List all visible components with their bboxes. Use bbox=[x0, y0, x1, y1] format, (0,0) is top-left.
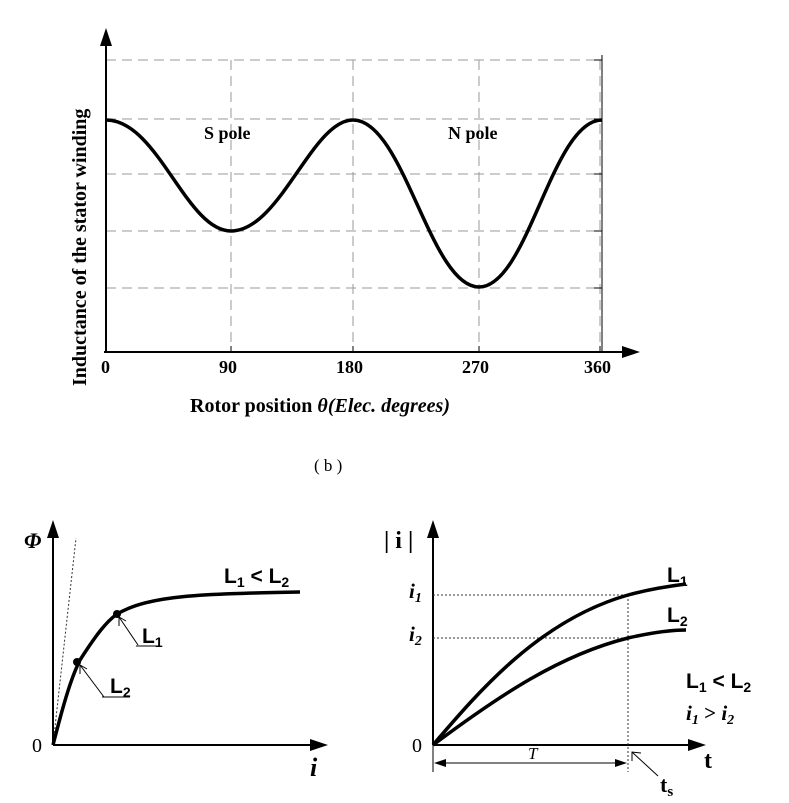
point-L1 bbox=[113, 610, 121, 618]
ri-b: i bbox=[721, 701, 727, 725]
leader-L1-arrowhead bbox=[118, 616, 127, 626]
curve-label-L2: L2 bbox=[667, 604, 688, 629]
rr-b: L bbox=[731, 670, 744, 693]
i2-main: i bbox=[409, 622, 415, 646]
inductance-diagram: S pole N pole 0 90 180 270 360 Rotor pos… bbox=[69, 28, 640, 475]
abs-i-label: | i | bbox=[384, 528, 413, 554]
i1-sub: 1 bbox=[415, 591, 422, 606]
origin-right: 0 bbox=[412, 735, 422, 757]
cl2: L bbox=[667, 604, 680, 627]
n-pole-label: N pole bbox=[448, 123, 498, 143]
rr-op: < bbox=[707, 670, 731, 693]
flux-current-diagram: Φ i 0 L1 < L2 L1 L2 bbox=[24, 520, 328, 782]
i-axis-arrow bbox=[310, 739, 328, 751]
point-label-L1: L1 bbox=[142, 625, 163, 650]
rel-l1: L bbox=[224, 565, 237, 588]
cl1: L bbox=[667, 564, 680, 587]
ri-b-sub: 2 bbox=[726, 713, 734, 728]
point-L2 bbox=[73, 658, 81, 666]
y-axis-label: Inductance of the stator winding bbox=[69, 109, 91, 386]
rel-lt: < bbox=[245, 565, 269, 588]
inductance-curve bbox=[105, 118, 603, 289]
ts-pointer-arrowhead bbox=[631, 751, 642, 761]
cl2-sub: 2 bbox=[680, 613, 688, 629]
current-time-diagram: | i | t 0 i1 i2 L1 L2 T ts L1 < L2 i1 > … bbox=[384, 520, 751, 800]
pt-l1-sub: 1 bbox=[155, 634, 163, 650]
origin-left: 0 bbox=[32, 735, 42, 757]
leader-L1 bbox=[118, 616, 139, 646]
i1-axis-label: i1 bbox=[409, 579, 422, 606]
tick-label-90: 90 bbox=[219, 357, 237, 377]
pt-l2-sub: 2 bbox=[123, 684, 131, 700]
ri-op: > bbox=[699, 701, 721, 725]
relation-label-left: L1 < L2 bbox=[224, 565, 289, 590]
ts-main: t bbox=[660, 772, 668, 797]
ri-a: i bbox=[686, 701, 692, 725]
leader-L2-arrowhead bbox=[79, 664, 88, 674]
x-axis-arrow bbox=[622, 346, 640, 358]
cl1-sub: 1 bbox=[680, 573, 688, 589]
i-axis-label: i bbox=[310, 753, 318, 782]
rr-b-sub: 2 bbox=[743, 679, 751, 695]
i1-main: i bbox=[409, 579, 415, 603]
relation-L-right: L1 < L2 bbox=[686, 670, 751, 695]
tick-label-0: 0 bbox=[101, 357, 110, 377]
T-arrow-left bbox=[434, 759, 446, 767]
ri-a-sub: 1 bbox=[692, 713, 699, 728]
x-axis-label: Rotor position θ(Elec. degrees) bbox=[190, 395, 450, 417]
curve-label-L1: L1 bbox=[667, 564, 688, 589]
T-arrow-right bbox=[615, 759, 627, 767]
x-axis-label-unit: (Elec. degrees) bbox=[328, 395, 450, 417]
relation-i-right: i1 > i2 bbox=[686, 701, 734, 728]
i2-axis-label: i2 bbox=[409, 622, 422, 649]
i2-sub: 2 bbox=[414, 634, 422, 649]
initial-slope-line bbox=[52, 537, 77, 746]
leader-L2 bbox=[79, 664, 105, 698]
pt-l1: L bbox=[142, 625, 155, 648]
point-label-L2: L2 bbox=[110, 675, 131, 700]
t-axis-arrow bbox=[688, 739, 706, 751]
rel-l2: L bbox=[269, 565, 282, 588]
tick-label-360: 360 bbox=[584, 357, 611, 377]
ts-sub: s bbox=[667, 784, 673, 800]
rel-l1-sub: 1 bbox=[237, 574, 245, 590]
y-axis-arrow bbox=[100, 28, 112, 46]
s-pole-label: S pole bbox=[204, 123, 251, 143]
tick-label-270: 270 bbox=[462, 357, 489, 377]
curve-L2 bbox=[431, 628, 687, 747]
phi-axis-arrow bbox=[47, 520, 59, 538]
abs-i-axis-arrow bbox=[427, 520, 439, 538]
caption: ( b ) bbox=[314, 456, 342, 475]
tick-label-180: 180 bbox=[336, 357, 363, 377]
ts-pointer bbox=[631, 751, 659, 777]
T-label: T bbox=[528, 744, 539, 763]
ts-label: ts bbox=[660, 772, 673, 800]
t-axis-label: t bbox=[704, 748, 712, 774]
x-axis-label-theta: θ bbox=[317, 395, 328, 417]
phi-label: Φ bbox=[24, 528, 41, 553]
rel-l2-sub: 2 bbox=[281, 574, 289, 590]
rr-a-sub: 1 bbox=[699, 679, 707, 695]
x-axis-label-main: Rotor position bbox=[190, 395, 317, 417]
pt-l2: L bbox=[110, 675, 123, 698]
curve-L1 bbox=[431, 582, 687, 747]
rr-a: L bbox=[686, 670, 699, 693]
magnetization-curve bbox=[51, 590, 301, 746]
